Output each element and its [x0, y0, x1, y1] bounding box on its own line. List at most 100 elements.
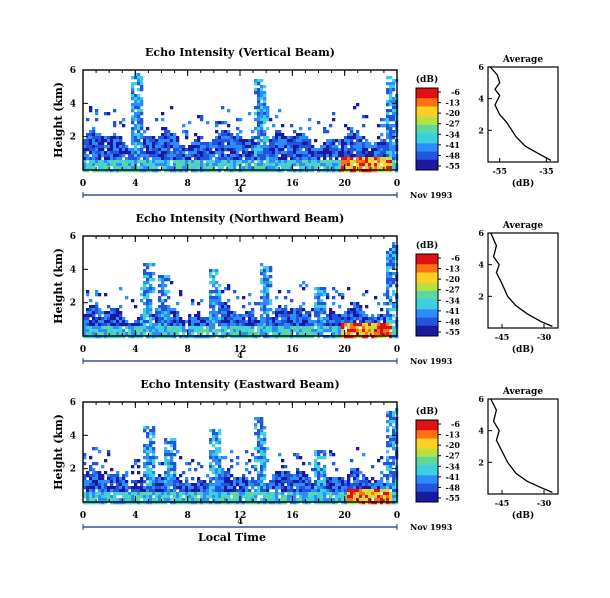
heat-cell [122, 317, 126, 321]
heat-cell [119, 142, 123, 146]
heat-cell [98, 157, 102, 161]
heat-cell [218, 429, 222, 433]
heat-cell [209, 456, 213, 460]
heat-cell [242, 483, 246, 487]
heat-cell [212, 320, 216, 324]
heat-cell [173, 320, 177, 324]
heat-cell [260, 498, 264, 502]
x-tick-label: 0 [80, 179, 86, 189]
heat-cell [389, 317, 393, 321]
heat-cell [323, 450, 327, 454]
heat-cell [155, 157, 159, 161]
heat-cell [389, 88, 393, 92]
heat-cell [338, 323, 342, 327]
average-line [490, 232, 553, 327]
heat-cell [353, 302, 357, 306]
heat-cell [86, 332, 90, 336]
heat-cell [140, 127, 144, 131]
heat-cell [386, 263, 390, 267]
heat-cell [284, 157, 288, 161]
heat-cell [218, 441, 222, 445]
heat-cell [260, 332, 264, 336]
heat-cell [155, 163, 159, 167]
heat-cell [371, 160, 375, 164]
heat-cell [299, 166, 303, 170]
heat-cell [149, 456, 153, 460]
heat-cell [221, 317, 225, 321]
heat-cell [107, 145, 111, 149]
colorbar-swatch [416, 102, 438, 105]
heat-cell [287, 332, 291, 336]
heat-cell [287, 471, 291, 475]
heat-cell [272, 329, 276, 333]
colorbar-tick-label: -48 [446, 150, 461, 160]
heat-cell [341, 477, 345, 481]
heat-cell [179, 480, 183, 484]
heat-cell [212, 456, 216, 460]
heat-cell [116, 151, 120, 155]
heat-cell [104, 489, 108, 493]
heat-cell [275, 133, 279, 137]
heat-cell [386, 465, 390, 469]
heat-cell [86, 311, 90, 315]
heat-cell [290, 299, 294, 303]
heat-cell [143, 284, 147, 288]
heat-cell [365, 163, 369, 167]
heat-cell [302, 287, 306, 291]
heat-cell [134, 97, 138, 101]
heat-cell [266, 293, 270, 297]
heat-cell [89, 477, 93, 481]
heat-cell [200, 136, 204, 140]
heat-cell [98, 154, 102, 158]
heat-cell [389, 97, 393, 101]
heat-cell [314, 323, 318, 327]
heat-cell [233, 142, 237, 146]
heat-cell [392, 456, 396, 460]
heat-cell [311, 489, 315, 493]
heat-cell [92, 130, 96, 134]
heat-cell [149, 326, 153, 330]
heat-cell [245, 151, 249, 155]
heat-cell [266, 326, 270, 330]
heat-cell [257, 106, 261, 110]
heat-cell [200, 118, 204, 122]
colorbar-swatch [416, 422, 438, 425]
heat-cell [251, 329, 255, 333]
heat-cell [386, 323, 390, 327]
heat-cell [164, 326, 168, 330]
heat-cell [164, 275, 168, 279]
heat-cell [239, 477, 243, 481]
heat-cell [107, 163, 111, 167]
heat-cell [155, 483, 159, 487]
heat-cell [188, 486, 192, 490]
heat-cell [152, 456, 156, 460]
heat-cell [317, 296, 321, 300]
heat-cell [200, 317, 204, 321]
average-y-label: 6 [478, 228, 484, 238]
heat-cell [392, 112, 396, 116]
heat-cell [341, 166, 345, 170]
heat-cell [377, 480, 381, 484]
heat-cell [311, 145, 315, 149]
heat-cell [329, 477, 333, 481]
heat-cell [344, 495, 348, 499]
colorbar-tick-label: -41 [446, 140, 460, 150]
heat-cell [269, 320, 273, 324]
heat-cell [317, 483, 321, 487]
heat-cell [140, 133, 144, 137]
heat-cell [149, 154, 153, 158]
heat-cell [263, 450, 267, 454]
heat-cell [164, 441, 168, 445]
heat-cell [215, 462, 219, 466]
heat-cell [227, 468, 231, 472]
heat-cell [176, 302, 180, 306]
heat-cell [362, 142, 366, 146]
heat-cell [227, 492, 231, 496]
heat-cell [257, 492, 261, 496]
heat-cell [254, 332, 258, 336]
average-x-label: -35 [539, 166, 553, 176]
heat-cell [263, 465, 267, 469]
heat-cell [323, 474, 327, 478]
heat-cell [260, 426, 264, 430]
heat-cell [338, 489, 342, 493]
